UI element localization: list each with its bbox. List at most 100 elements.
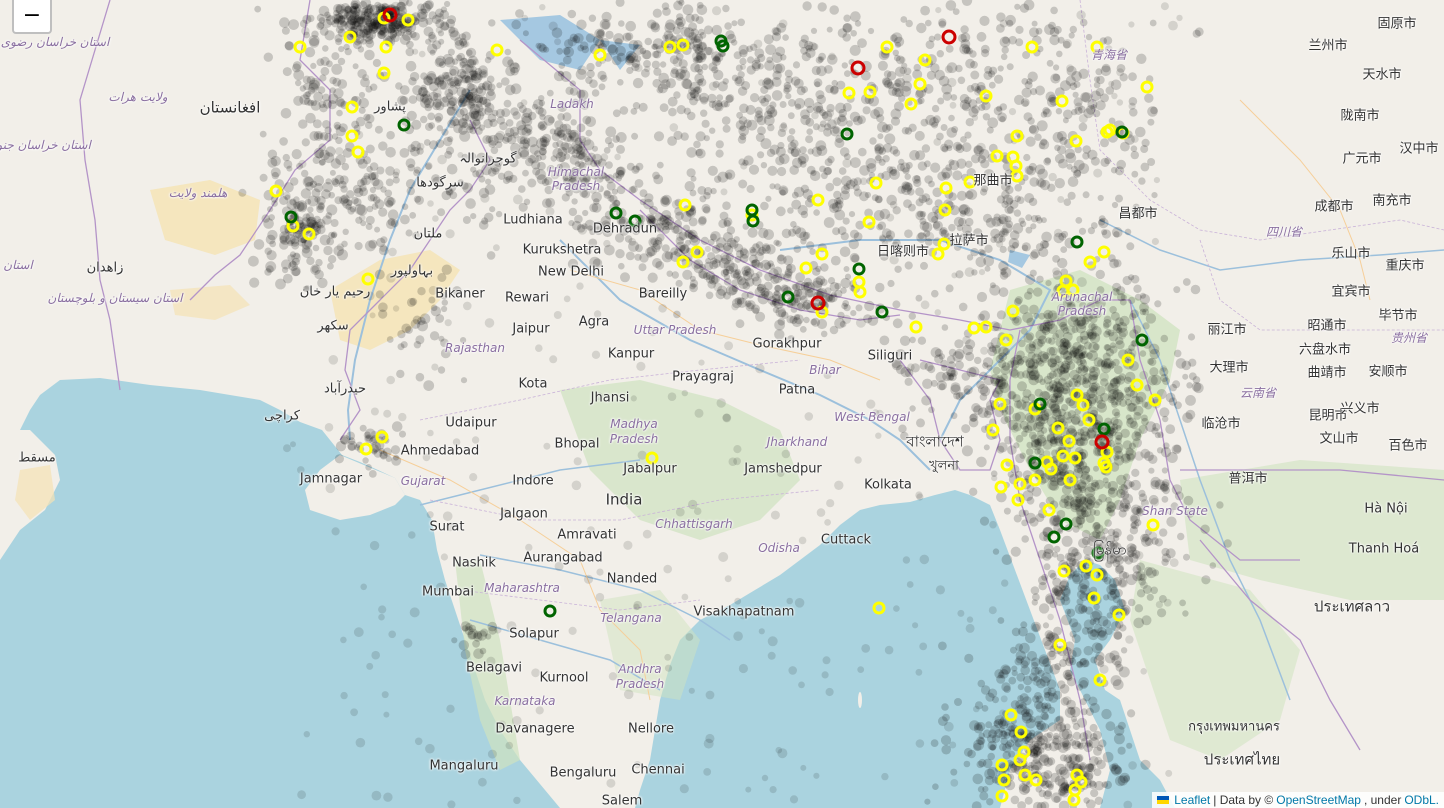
earthquake-marker[interactable] bbox=[560, 141, 570, 151]
earthquake-marker[interactable] bbox=[495, 141, 503, 149]
earthquake-marker[interactable] bbox=[894, 54, 901, 62]
earthquake-marker[interactable] bbox=[849, 111, 861, 123]
earthquake-marker[interactable] bbox=[316, 195, 326, 206]
earthquake-marker[interactable] bbox=[958, 33, 967, 43]
earthquake-marker[interactable] bbox=[913, 63, 921, 72]
earthquake-marker[interactable] bbox=[362, 31, 374, 42]
earthquake-marker[interactable] bbox=[1116, 598, 1126, 608]
earthquake-marker[interactable] bbox=[440, 338, 449, 348]
earthquake-marker[interactable] bbox=[1122, 275, 1132, 286]
earthquake-marker[interactable] bbox=[1126, 742, 1133, 749]
earthquake-marker[interactable] bbox=[429, 81, 439, 92]
earthquake-marker[interactable] bbox=[1050, 395, 1058, 403]
earthquake-marker[interactable] bbox=[757, 63, 764, 70]
earthquake-marker[interactable] bbox=[311, 265, 319, 273]
earthquake-marker[interactable] bbox=[518, 105, 527, 114]
earthquake-marker[interactable] bbox=[437, 208, 446, 217]
earthquake-marker[interactable] bbox=[613, 172, 620, 179]
earthquake-marker[interactable] bbox=[875, 282, 885, 293]
earthquake-marker[interactable] bbox=[672, 26, 681, 35]
earthquake-marker[interactable] bbox=[704, 245, 712, 253]
earthquake-marker[interactable] bbox=[1066, 163, 1073, 170]
earthquake-marker[interactable] bbox=[271, 171, 279, 180]
earthquake-marker[interactable] bbox=[1075, 296, 1082, 303]
earthquake-marker[interactable] bbox=[991, 216, 1002, 227]
earthquake-marker[interactable] bbox=[1095, 68, 1103, 76]
earthquake-marker[interactable] bbox=[855, 304, 863, 312]
earthquake-marker[interactable] bbox=[787, 141, 797, 151]
earthquake-marker[interactable] bbox=[1068, 657, 1077, 666]
earthquake-marker[interactable] bbox=[331, 52, 340, 61]
earthquake-marker[interactable] bbox=[456, 87, 467, 97]
earthquake-marker[interactable] bbox=[299, 94, 310, 105]
earthquake-marker[interactable] bbox=[1091, 642, 1103, 654]
earthquake-marker[interactable] bbox=[1058, 158, 1068, 169]
earthquake-marker[interactable] bbox=[353, 6, 361, 14]
earthquake-marker[interactable] bbox=[737, 276, 747, 286]
earthquake-marker[interactable] bbox=[651, 222, 658, 229]
earthquake-marker[interactable] bbox=[762, 78, 774, 89]
earthquake-marker[interactable] bbox=[900, 85, 912, 97]
earthquake-marker[interactable] bbox=[268, 214, 276, 221]
earthquake-marker[interactable] bbox=[465, 91, 474, 101]
earthquake-marker[interactable] bbox=[397, 28, 405, 36]
earthquake-marker[interactable] bbox=[428, 11, 437, 20]
earthquake-marker[interactable] bbox=[963, 760, 971, 768]
earthquake-marker[interactable] bbox=[355, 116, 366, 127]
earthquake-marker[interactable] bbox=[739, 124, 747, 132]
earthquake-marker[interactable] bbox=[1043, 563, 1051, 571]
earthquake-marker[interactable] bbox=[842, 217, 850, 225]
earthquake-marker[interactable] bbox=[717, 171, 729, 183]
earthquake-marker[interactable] bbox=[1069, 618, 1079, 628]
earthquake-marker[interactable] bbox=[371, 203, 379, 210]
earthquake-marker[interactable] bbox=[302, 75, 311, 84]
earthquake-marker[interactable] bbox=[307, 195, 319, 207]
earthquake-marker[interactable] bbox=[793, 245, 802, 253]
earthquake-marker[interactable] bbox=[442, 96, 449, 103]
earthquake-marker[interactable] bbox=[447, 119, 456, 129]
earthquake-marker[interactable] bbox=[891, 32, 903, 44]
earthquake-marker[interactable] bbox=[1200, 524, 1210, 534]
earthquake-marker[interactable] bbox=[651, 60, 661, 69]
earthquake-marker[interactable] bbox=[1130, 522, 1137, 529]
earthquake-marker[interactable] bbox=[909, 336, 916, 344]
earthquake-marker[interactable] bbox=[987, 766, 998, 778]
earthquake-marker[interactable] bbox=[554, 120, 564, 130]
earthquake-marker[interactable] bbox=[366, 205, 374, 213]
earthquake-marker[interactable] bbox=[528, 111, 537, 121]
earthquake-marker[interactable] bbox=[1105, 348, 1114, 357]
earthquake-marker[interactable] bbox=[784, 268, 793, 277]
earthquake-marker[interactable] bbox=[799, 326, 807, 333]
earthquake-marker[interactable] bbox=[874, 195, 883, 204]
earthquake-marker[interactable] bbox=[521, 115, 533, 127]
earthquake-marker[interactable] bbox=[712, 6, 722, 16]
earthquake-marker[interactable] bbox=[771, 77, 782, 87]
earthquake-marker[interactable] bbox=[1029, 177, 1039, 187]
earthquake-marker[interactable] bbox=[378, 613, 385, 621]
earthquake-marker[interactable] bbox=[557, 70, 564, 77]
earthquake-marker[interactable] bbox=[1040, 111, 1048, 118]
earthquake-marker[interactable] bbox=[582, 209, 589, 217]
earthquake-marker[interactable] bbox=[358, 214, 366, 221]
earthquake-marker[interactable] bbox=[734, 255, 742, 263]
earthquake-marker[interactable] bbox=[698, 78, 707, 87]
earthquake-marker[interactable] bbox=[525, 543, 533, 552]
earthquake-marker[interactable] bbox=[889, 169, 900, 180]
earthquake-marker[interactable] bbox=[683, 27, 695, 38]
earthquake-marker[interactable] bbox=[802, 1, 812, 11]
earthquake-marker[interactable] bbox=[631, 165, 640, 174]
earthquake-marker[interactable] bbox=[1079, 18, 1088, 27]
earthquake-marker[interactable] bbox=[761, 774, 769, 782]
earthquake-marker[interactable] bbox=[612, 199, 621, 208]
earthquake-marker[interactable] bbox=[1026, 287, 1034, 295]
earthquake-marker[interactable] bbox=[983, 444, 990, 451]
earthquake-marker[interactable] bbox=[909, 150, 920, 161]
earthquake-marker[interactable] bbox=[1022, 174, 1029, 181]
earthquake-marker[interactable] bbox=[790, 76, 801, 86]
earthquake-marker[interactable] bbox=[1050, 312, 1060, 322]
earthquake-marker[interactable] bbox=[435, 8, 444, 18]
earthquake-marker[interactable] bbox=[763, 77, 772, 85]
earthquake-marker[interactable] bbox=[657, 83, 669, 94]
earthquake-marker[interactable] bbox=[469, 103, 481, 115]
earthquake-marker[interactable] bbox=[383, 792, 393, 802]
